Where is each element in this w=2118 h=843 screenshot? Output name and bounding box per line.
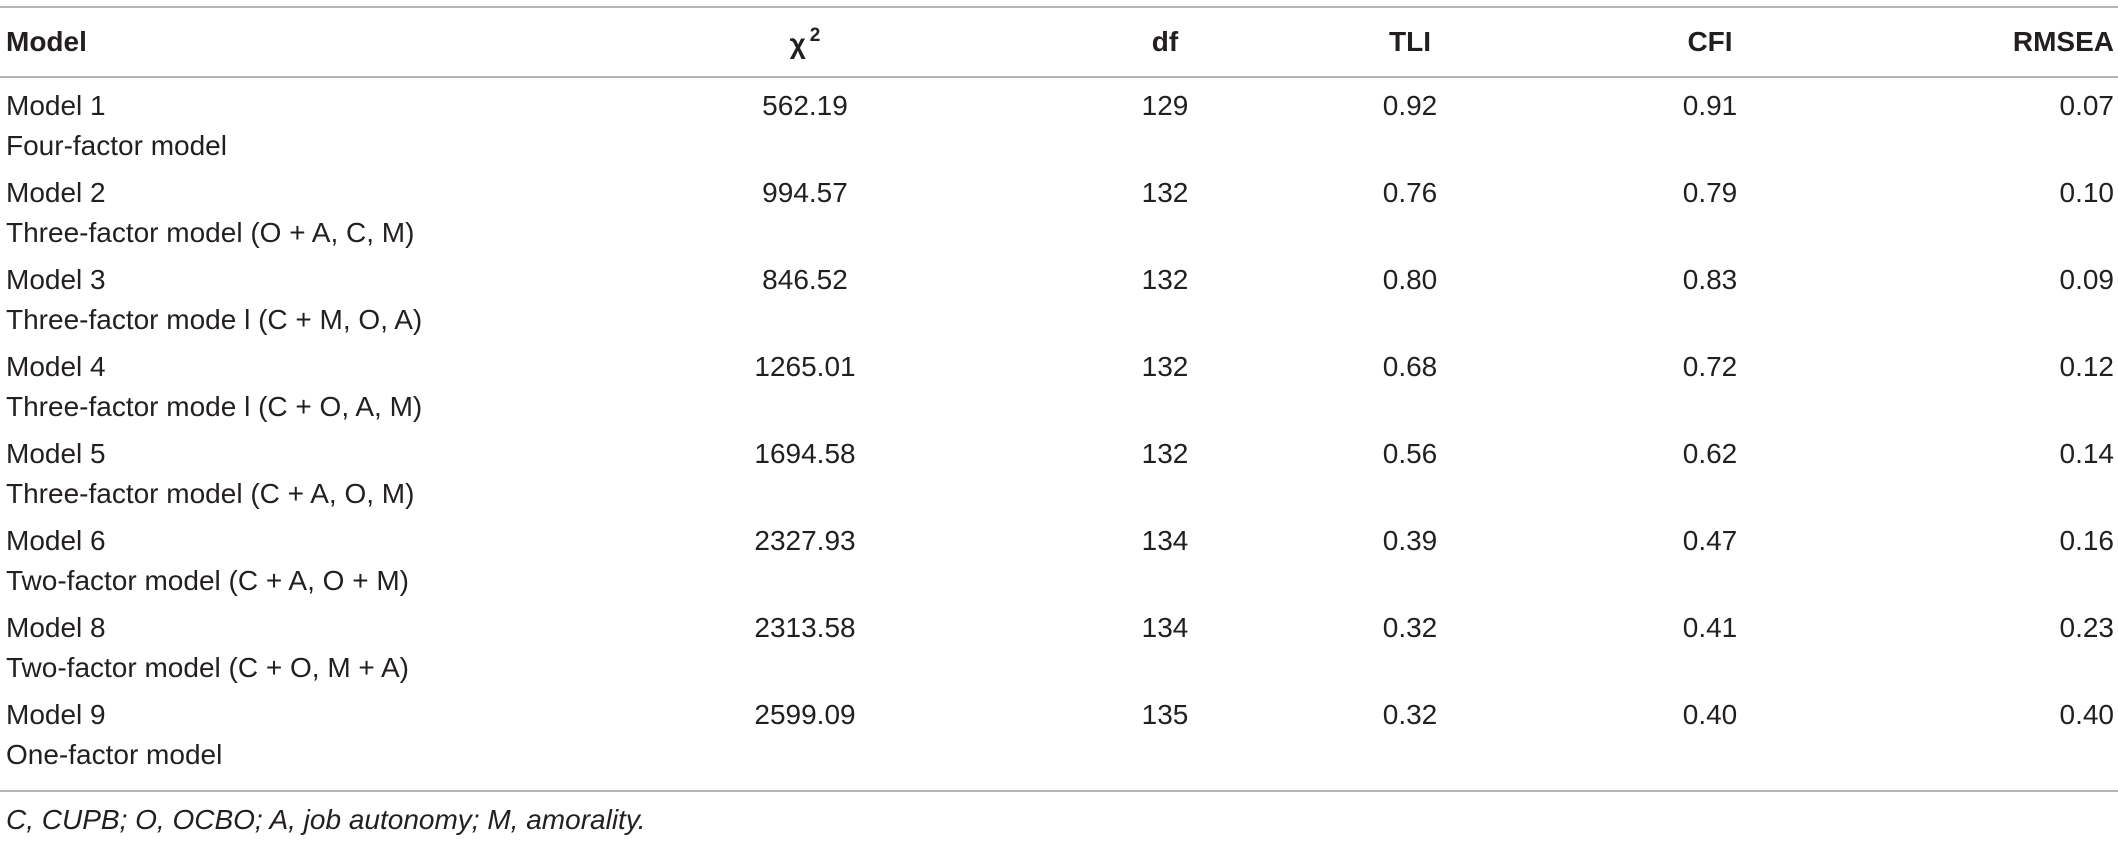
cell-df: 134 bbox=[1141, 612, 1189, 643]
cell-tli: 0.80 bbox=[1382, 264, 1438, 295]
cell-model: Model 4 Three-factor mode l (C + O, A, M) bbox=[0, 347, 540, 434]
model-name: Model 8 bbox=[6, 612, 106, 643]
cell-df: 134 bbox=[1141, 525, 1189, 556]
cell-cfi: 0.41 bbox=[1682, 612, 1738, 643]
cell-df: 129 bbox=[1141, 90, 1189, 121]
model-name: Model 1 bbox=[6, 90, 106, 121]
model-description: Four-factor model bbox=[6, 130, 227, 161]
cell-chi-square: 2313.58 bbox=[754, 612, 856, 643]
table-row: Model 9 One-factor model 2599.09 135 0.32 0.4… bbox=[0, 695, 2118, 791]
table-row: Model 4 Three-factor mode l (C + O, A, M)… bbox=[0, 347, 2118, 434]
cell-df: 135 bbox=[1141, 699, 1189, 730]
model-name: Model 3 bbox=[6, 264, 106, 295]
cell-tli: 0.39 bbox=[1382, 525, 1438, 556]
model-name: Model 9 bbox=[6, 699, 106, 730]
cell-cfi: 0.47 bbox=[1682, 525, 1738, 556]
cell-tli: 0.56 bbox=[1382, 438, 1438, 469]
cell-cfi: 0.91 bbox=[1682, 90, 1738, 121]
cell-chi-square: 562.19 bbox=[762, 90, 848, 121]
table-row: Model 1 Four-factor model 562.19 129 0.92 0.9… bbox=[0, 77, 2118, 173]
cell-model: Model 5 Three-factor model (C + A, O, M) bbox=[0, 434, 540, 521]
cell-model: Model 1 Four-factor model bbox=[0, 77, 540, 173]
cell-model: Model 9 One-factor model bbox=[0, 695, 540, 791]
header-chi-symbol: χ bbox=[789, 27, 806, 59]
cell-chi-square: 994.57 bbox=[762, 177, 848, 208]
cell-df: 132 bbox=[1141, 264, 1189, 295]
cell-rmsea: 0.23 bbox=[2059, 612, 2115, 643]
header-tli: TLI bbox=[1389, 26, 1431, 57]
cell-rmsea: 0.40 bbox=[2059, 699, 2115, 730]
table-body: Model 1 Four-factor model 562.19 129 0.92 0.9… bbox=[0, 77, 2118, 791]
table-row: Model 2 Three-factor model (O + A, C, M) 9… bbox=[0, 173, 2118, 260]
cell-chi-square: 1265.01 bbox=[754, 351, 856, 382]
cell-tli: 0.76 bbox=[1382, 177, 1438, 208]
model-description: Two-factor model (C + A, O + M) bbox=[6, 565, 410, 596]
cell-df: 132 bbox=[1141, 351, 1189, 382]
cell-model: Model 6 Two-factor model (C + A, O + M) bbox=[0, 521, 540, 608]
cell-cfi: 0.83 bbox=[1682, 264, 1738, 295]
header-model: Model bbox=[6, 26, 87, 57]
cell-tli: 0.92 bbox=[1382, 90, 1438, 121]
model-name: Model 4 bbox=[6, 351, 106, 382]
cell-cfi: 0.72 bbox=[1682, 351, 1738, 382]
cell-cfi: 0.79 bbox=[1682, 177, 1738, 208]
table-footnote: C, CUPB; O, OCBO; A, job autonomy; M, am… bbox=[6, 804, 646, 835]
cell-rmsea: 0.07 bbox=[2059, 90, 2115, 121]
cell-rmsea: 0.16 bbox=[2059, 525, 2115, 556]
table-row: Model 5 Three-factor model (C + A, O, M) 1… bbox=[0, 434, 2118, 521]
table-row: Model 3 Three-factor mode l (C + M, O, A)… bbox=[0, 260, 2118, 347]
header-cfi: CFI bbox=[1687, 26, 1733, 57]
cell-tli: 0.68 bbox=[1382, 351, 1438, 382]
model-name: Model 5 bbox=[6, 438, 106, 469]
model-description: Two-factor model (C + O, M + A) bbox=[6, 652, 410, 683]
cell-tli: 0.32 bbox=[1382, 699, 1438, 730]
cell-cfi: 0.62 bbox=[1682, 438, 1738, 469]
cell-rmsea: 0.09 bbox=[2059, 264, 2115, 295]
cell-rmsea: 0.14 bbox=[2059, 438, 2115, 469]
cell-model: Model 3 Three-factor mode l (C + M, O, A) bbox=[0, 260, 540, 347]
cell-rmsea: 0.12 bbox=[2059, 351, 2115, 382]
model-name: Model 2 bbox=[6, 177, 106, 208]
header-chi-superscript: 2 bbox=[809, 24, 821, 46]
cell-cfi: 0.40 bbox=[1682, 699, 1738, 730]
model-name: Model 6 bbox=[6, 525, 106, 556]
table-row: Model 6 Two-factor model (C + A, O + M) 23… bbox=[0, 521, 2118, 608]
model-description: Three-factor mode l (C + M, O, A) bbox=[6, 304, 423, 335]
cell-chi-square: 2599.09 bbox=[754, 699, 856, 730]
cell-chi-square: 846.52 bbox=[762, 264, 848, 295]
cell-rmsea: 0.10 bbox=[2059, 177, 2115, 208]
model-description: Three-factor model (O + A, C, M) bbox=[6, 217, 415, 248]
cell-chi-square: 2327.93 bbox=[754, 525, 856, 556]
cell-df: 132 bbox=[1141, 438, 1189, 469]
header-rmsea: RMSEA bbox=[2012, 26, 2114, 57]
cell-df: 132 bbox=[1141, 177, 1189, 208]
cell-chi-square: 1694.58 bbox=[754, 438, 856, 469]
model-description: One-factor model bbox=[6, 739, 223, 770]
cell-tli: 0.32 bbox=[1382, 612, 1438, 643]
header-df: df bbox=[1151, 26, 1179, 57]
table-row: Model 8 Two-factor model (C + O, M + A) 23… bbox=[0, 608, 2118, 695]
cell-model: Model 8 Two-factor model (C + O, M + A) bbox=[0, 608, 540, 695]
model-description: Three-factor model (C + A, O, M) bbox=[6, 478, 415, 509]
model-description: Three-factor mode l (C + O, A, M) bbox=[6, 391, 423, 422]
cell-model: Model 2 Three-factor model (O + A, C, M) bbox=[0, 173, 540, 260]
